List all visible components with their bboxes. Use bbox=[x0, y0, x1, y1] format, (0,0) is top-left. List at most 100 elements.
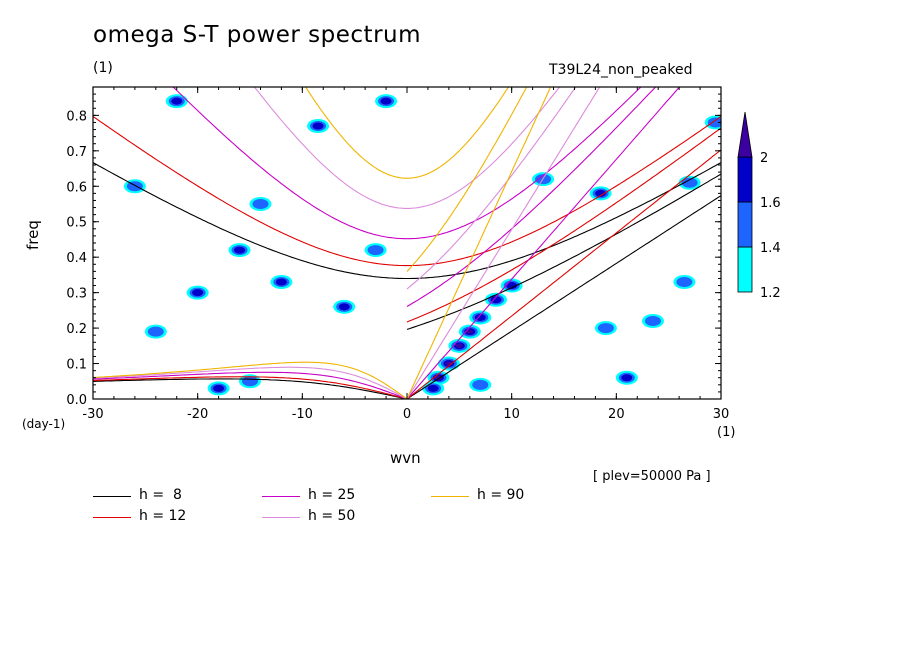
colorbar-label: 2 bbox=[760, 151, 768, 166]
dispersion-curve bbox=[93, 371, 408, 399]
dispersion-curve bbox=[406, 173, 721, 330]
contour-blob bbox=[249, 197, 272, 211]
contour-level bbox=[644, 316, 661, 326]
colorbar-triangle bbox=[737, 111, 753, 158]
y-tick-label: 0.2 bbox=[66, 322, 87, 337]
contour-blob bbox=[375, 94, 398, 109]
legend-label: h = 50 bbox=[308, 508, 356, 524]
contour-level bbox=[707, 117, 721, 128]
contour-blob bbox=[594, 321, 617, 336]
contour-level bbox=[474, 313, 486, 321]
dispersion-curve bbox=[253, 87, 561, 209]
contour-level bbox=[275, 278, 287, 286]
dispersion-curve bbox=[406, 87, 528, 272]
dispersion-curve bbox=[93, 376, 408, 399]
dispersion-curve bbox=[406, 87, 681, 399]
contour-blob bbox=[165, 94, 188, 109]
dispersion-curve bbox=[406, 195, 721, 399]
contour-level bbox=[427, 384, 439, 392]
colorbar-segment bbox=[737, 156, 753, 203]
y-tick-label: 0.5 bbox=[66, 216, 87, 231]
axes: -30 -20 -10 0 10 20 30 0.0 0.1 0.2 0.3 0.4 0.5 0.6 0.7… bbox=[66, 87, 729, 422]
dispersion-curve bbox=[406, 87, 577, 290]
legend-item: h = 8 bbox=[93, 487, 253, 505]
contour-level bbox=[380, 97, 392, 105]
dispersion-curve bbox=[406, 87, 552, 399]
contour-level bbox=[192, 289, 204, 297]
x-tick-label: 30 bbox=[713, 407, 730, 422]
contour-level bbox=[338, 303, 350, 311]
dispersion-curve bbox=[93, 378, 408, 399]
legend-item: h = 25 bbox=[262, 487, 422, 505]
dispersion-curve bbox=[406, 87, 601, 399]
contour-blob bbox=[673, 275, 696, 289]
x-axis-unit: (1) bbox=[717, 425, 736, 440]
dispersion-curve bbox=[93, 162, 721, 280]
legend-label: h = 12 bbox=[139, 508, 187, 524]
dispersion-curve bbox=[172, 87, 642, 240]
legend-swatch bbox=[431, 496, 469, 497]
contour-level bbox=[213, 384, 225, 392]
contour-level bbox=[597, 323, 614, 334]
contour-blob bbox=[422, 381, 445, 396]
dispersion-curve bbox=[304, 87, 510, 179]
contour-level bbox=[242, 376, 258, 387]
colorbar-label: 1.4 bbox=[760, 241, 781, 256]
contour-blob bbox=[427, 370, 450, 385]
plot-frame bbox=[92, 86, 722, 400]
dispersion-curve bbox=[93, 361, 408, 399]
contour-level bbox=[490, 296, 502, 304]
dispersion-curve bbox=[93, 366, 408, 399]
contour-level bbox=[252, 199, 269, 209]
contour-level bbox=[171, 97, 183, 105]
contour-level bbox=[506, 282, 518, 290]
y-tick-label: 0.6 bbox=[66, 180, 87, 195]
legend-item: h = 90 bbox=[431, 487, 591, 505]
contour-level bbox=[367, 245, 384, 256]
legend-label: h = 8 bbox=[139, 487, 182, 503]
contour-blob bbox=[469, 310, 492, 325]
level-note: [ plev=50000 Pa ] bbox=[593, 469, 711, 484]
legend-swatch bbox=[262, 496, 300, 497]
dispersion-curves bbox=[93, 87, 721, 399]
run-name: T39L24_non_peaked bbox=[549, 62, 693, 78]
contour-blob bbox=[307, 119, 330, 133]
y-tick-label: 0.7 bbox=[66, 145, 87, 160]
contour-level bbox=[621, 374, 633, 382]
legend-swatch bbox=[262, 517, 300, 518]
dispersion-curve bbox=[406, 87, 657, 307]
y-tick-label: 0.1 bbox=[66, 358, 87, 373]
legend-label: h = 25 bbox=[308, 487, 356, 503]
legend-item: h = 50 bbox=[262, 508, 422, 526]
y-tick-label: 0.3 bbox=[66, 287, 87, 302]
contour-blob bbox=[500, 278, 523, 293]
contour-blob bbox=[437, 356, 460, 371]
contour-level bbox=[676, 277, 693, 287]
colorbar: 1.2 1.4 1.6 2 bbox=[737, 111, 781, 301]
contour-level bbox=[595, 189, 607, 197]
colorbar-label: 1.2 bbox=[760, 286, 781, 301]
dispersion-curve bbox=[93, 115, 721, 267]
contour-level bbox=[147, 326, 164, 337]
contour-blob bbox=[448, 338, 471, 353]
contour-blob bbox=[364, 243, 387, 258]
contour-level bbox=[312, 122, 324, 130]
legend-swatch bbox=[93, 517, 131, 518]
contour-blob bbox=[270, 275, 293, 289]
contour-blob bbox=[589, 186, 612, 201]
contour-level bbox=[466, 329, 474, 334]
x-tick-label: 20 bbox=[608, 407, 625, 422]
y-axis-unit: (day-1) bbox=[22, 417, 66, 431]
contour-blob bbox=[641, 314, 664, 328]
dispersion-curve bbox=[406, 127, 721, 323]
contour-level bbox=[234, 246, 246, 254]
units-label: (1) bbox=[93, 60, 113, 76]
legend-swatch bbox=[93, 496, 131, 497]
contour-blob bbox=[458, 324, 481, 339]
y-tick-label: 0.4 bbox=[66, 251, 87, 266]
contour-level bbox=[455, 343, 463, 348]
colorbar-segment bbox=[737, 201, 753, 248]
x-tick-label: -30 bbox=[82, 407, 103, 422]
